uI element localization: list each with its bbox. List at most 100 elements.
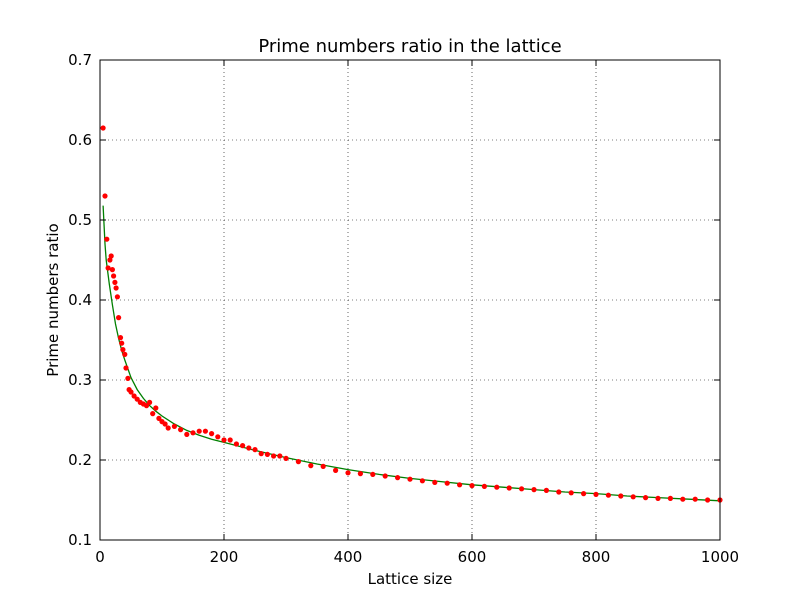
x-tick-label: 200 (210, 548, 239, 566)
data-point (227, 437, 233, 443)
y-tick-label: 0.3 (68, 371, 92, 389)
data-point (114, 294, 120, 300)
data-point (407, 476, 413, 482)
data-point (190, 430, 196, 436)
data-point (357, 471, 363, 477)
data-point (277, 453, 283, 459)
data-point (519, 486, 525, 492)
data-point (252, 447, 258, 453)
data-point (432, 479, 438, 485)
data-point (581, 491, 587, 497)
data-point (111, 273, 117, 279)
y-tick-label: 0.1 (68, 531, 92, 549)
data-point (333, 467, 339, 473)
data-point (444, 480, 450, 486)
data-point (258, 451, 264, 457)
data-point (105, 265, 111, 271)
data-point (123, 365, 129, 371)
data-point (143, 403, 150, 409)
data-point (162, 421, 168, 427)
data-point (568, 490, 574, 496)
y-tick-label: 0.4 (68, 291, 92, 309)
data-point (233, 441, 239, 447)
y-tick-label: 0.5 (68, 211, 92, 229)
data-point (221, 437, 227, 443)
data-point (705, 497, 711, 503)
data-point (395, 475, 401, 481)
data-point (128, 389, 134, 395)
data-point (469, 483, 475, 489)
data-point (618, 493, 624, 499)
fit-curve-line (102, 205, 721, 502)
data-point (345, 470, 351, 476)
data-point (370, 471, 376, 477)
data-point (117, 335, 124, 341)
x-axis-label: Lattice size (368, 570, 453, 588)
data-point (494, 484, 500, 490)
data-point (109, 267, 115, 273)
data-point (320, 463, 326, 469)
data-point (119, 340, 125, 346)
data-point (593, 491, 599, 497)
data-point (134, 396, 140, 402)
data-point (209, 431, 215, 437)
data-point (147, 399, 153, 405)
data-point (605, 492, 612, 498)
data-point (556, 489, 562, 495)
axis-ticks: 0 200 400 600 800 1000 0.1 0.2 0.3 0.4 0.5 0.6 0.7 (68, 51, 739, 566)
data-point (202, 428, 208, 434)
data-point (692, 496, 698, 502)
y-tick-label: 0.6 (68, 131, 92, 149)
data-point (264, 451, 270, 457)
data-point (104, 236, 110, 242)
data-point (667, 495, 674, 501)
data-point (419, 478, 425, 484)
data-point (184, 431, 190, 437)
data-point (308, 463, 314, 469)
data-point (246, 445, 252, 451)
data-point (120, 347, 126, 353)
data-point (240, 443, 246, 449)
data-point (108, 253, 114, 259)
data-point (178, 427, 184, 433)
data-point (102, 193, 108, 199)
data-point (531, 487, 537, 493)
data-point (113, 285, 119, 291)
data-point (122, 351, 128, 357)
data-point (196, 428, 202, 434)
data-point (156, 415, 162, 421)
y-tick-label: 0.2 (68, 451, 92, 469)
y-tick-label: 0.7 (68, 51, 92, 69)
x-tick-label: 1000 (701, 548, 739, 566)
data-point (153, 405, 159, 411)
data-point (481, 483, 487, 489)
x-tick-label: 600 (458, 548, 487, 566)
data-point (150, 411, 156, 417)
data-point (283, 455, 289, 461)
data-point (655, 495, 661, 501)
x-tick-label: 400 (334, 548, 363, 566)
data-point (543, 487, 550, 493)
data-point (116, 315, 122, 321)
data-point (630, 494, 636, 500)
x-tick-label: 0 (95, 548, 105, 566)
data-point (215, 434, 221, 440)
data-point (457, 482, 463, 488)
fit-line-series (102, 205, 721, 502)
data-point (643, 495, 649, 501)
grid-lines (100, 60, 720, 540)
x-tick-label: 800 (582, 548, 611, 566)
data-point (165, 425, 171, 431)
chart-title: Prime numbers ratio in the lattice (258, 36, 561, 57)
data-point (125, 375, 131, 381)
data-point (112, 279, 118, 285)
data-point (131, 393, 137, 399)
data-point (506, 485, 512, 491)
data-point (107, 257, 113, 263)
data-point (100, 125, 106, 131)
data-point (680, 496, 686, 502)
data-point (171, 423, 177, 429)
data-point (382, 473, 388, 479)
data-point-series (100, 125, 723, 503)
